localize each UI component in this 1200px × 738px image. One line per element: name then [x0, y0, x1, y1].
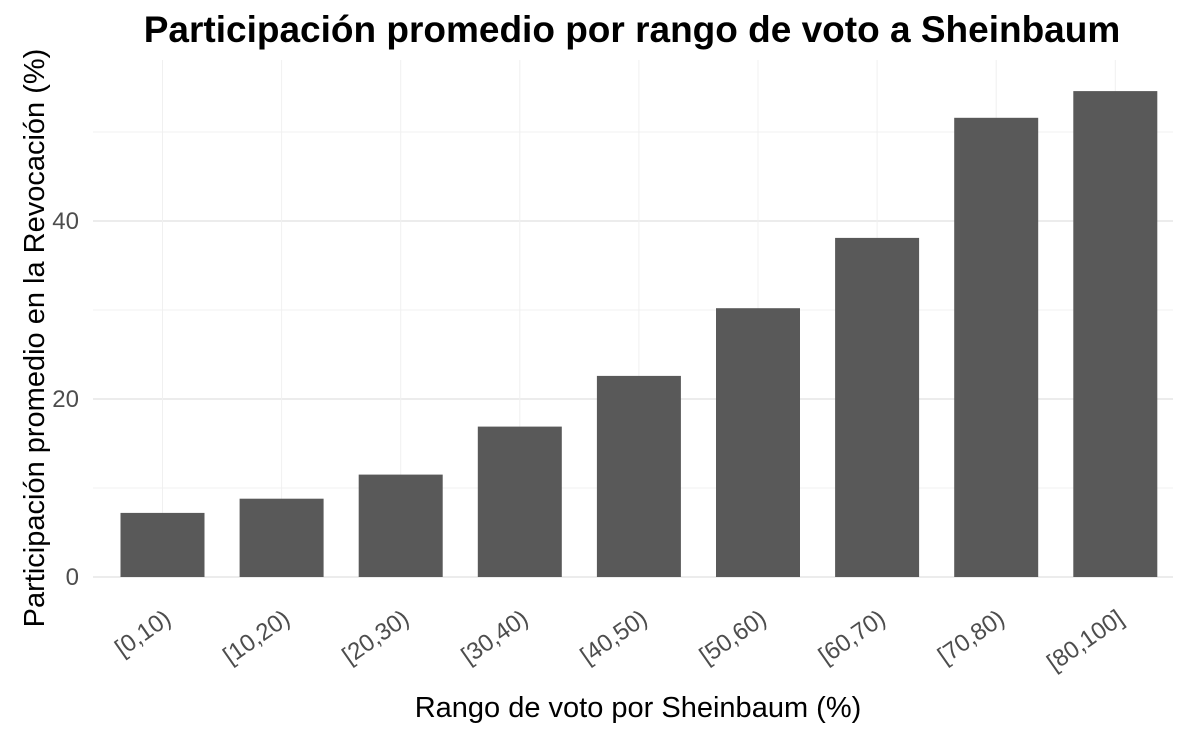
x-tick-label: [40,50) — [576, 605, 653, 670]
x-tick-label: [80,100] — [1042, 605, 1129, 677]
bar-5 — [596, 375, 681, 577]
x-tick-label: [30,40) — [457, 605, 534, 670]
bar-1 — [120, 512, 205, 577]
x-tick-label: [50,60) — [695, 605, 772, 670]
bars-layer — [120, 91, 1158, 578]
bar-6 — [716, 308, 800, 577]
bar-9 — [1073, 91, 1158, 577]
y-tick-label: 20 — [52, 386, 79, 413]
y-axis-ticks: 0 20 40 — [52, 208, 79, 591]
y-axis-title: Participación promedio en la Revocación … — [19, 49, 51, 628]
bar-8 — [954, 117, 1039, 578]
chart-title: Participación promedio por rango de voto… — [144, 9, 1121, 50]
x-tick-label: [60,70) — [814, 605, 891, 670]
x-tick-label: [0,10) — [110, 605, 176, 662]
x-tick-label: [20,30) — [337, 605, 414, 670]
bar-4 — [477, 426, 562, 577]
bar-3 — [358, 474, 443, 577]
y-tick-label: 0 — [66, 564, 79, 591]
bar-2 — [239, 498, 324, 577]
x-axis-ticks: [0,10) [10,20) [20,30) [30,40) [40,50) [50,60… — [110, 605, 1129, 677]
x-tick-label: [70,80) — [933, 605, 1010, 670]
y-tick-label: 40 — [52, 208, 79, 235]
x-tick-label: [10,20) — [218, 605, 295, 670]
x-axis-title: Rango de voto por Sheinbaum (%) — [415, 692, 862, 724]
bar-7 — [835, 237, 920, 577]
